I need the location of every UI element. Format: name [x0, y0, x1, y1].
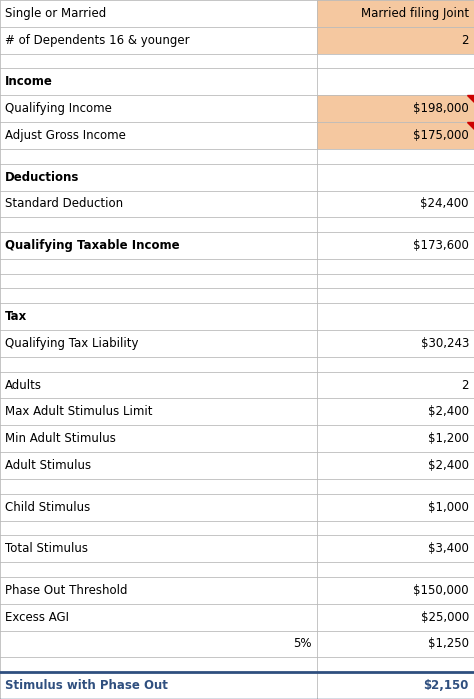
Text: $1,250: $1,250	[428, 637, 469, 651]
Text: Min Adult Stimulus: Min Adult Stimulus	[5, 432, 116, 445]
Text: Deductions: Deductions	[5, 171, 79, 184]
Text: Adult Stimulus: Adult Stimulus	[5, 459, 91, 472]
Text: $24,400: $24,400	[420, 197, 469, 210]
Text: Standard Deduction: Standard Deduction	[5, 197, 123, 210]
Text: Income: Income	[5, 75, 53, 88]
Polygon shape	[467, 122, 474, 129]
Text: $25,000: $25,000	[421, 611, 469, 624]
Text: Child Stimulus: Child Stimulus	[5, 500, 90, 514]
Text: $3,400: $3,400	[428, 542, 469, 555]
Bar	[317, 27, 474, 54]
Text: Married filing Joint: Married filing Joint	[361, 7, 469, 20]
Polygon shape	[467, 95, 474, 102]
Bar	[317, 0, 474, 27]
Text: $1,000: $1,000	[428, 500, 469, 514]
Text: Qualifying Income: Qualifying Income	[5, 102, 112, 115]
Text: $30,243: $30,243	[420, 337, 469, 350]
Text: Single or Married: Single or Married	[5, 7, 106, 20]
Text: 2: 2	[462, 34, 469, 47]
Text: $150,000: $150,000	[413, 584, 469, 597]
Text: $2,150: $2,150	[424, 679, 469, 692]
Text: Excess AGI: Excess AGI	[5, 611, 69, 624]
Text: $175,000: $175,000	[413, 129, 469, 142]
Text: $2,400: $2,400	[428, 405, 469, 419]
Text: Adults: Adults	[5, 379, 42, 391]
Text: $2,400: $2,400	[428, 459, 469, 472]
Bar	[317, 122, 474, 149]
Text: Tax: Tax	[5, 310, 27, 323]
Text: 2: 2	[462, 379, 469, 391]
Text: Qualifying Tax Liability: Qualifying Tax Liability	[5, 337, 138, 350]
Text: $1,200: $1,200	[428, 432, 469, 445]
Text: Phase Out Threshold: Phase Out Threshold	[5, 584, 128, 597]
Text: Adjust Gross Income: Adjust Gross Income	[5, 129, 126, 142]
Bar	[317, 95, 474, 122]
Text: $198,000: $198,000	[413, 102, 469, 115]
Text: # of Dependents 16 & younger: # of Dependents 16 & younger	[5, 34, 190, 47]
Text: Max Adult Stimulus Limit: Max Adult Stimulus Limit	[5, 405, 153, 419]
Text: Total Stimulus: Total Stimulus	[5, 542, 88, 555]
Text: Stimulus with Phase Out: Stimulus with Phase Out	[5, 679, 168, 692]
Text: 5%: 5%	[293, 637, 312, 651]
Text: Qualifying Taxable Income: Qualifying Taxable Income	[5, 239, 180, 252]
Text: $173,600: $173,600	[413, 239, 469, 252]
